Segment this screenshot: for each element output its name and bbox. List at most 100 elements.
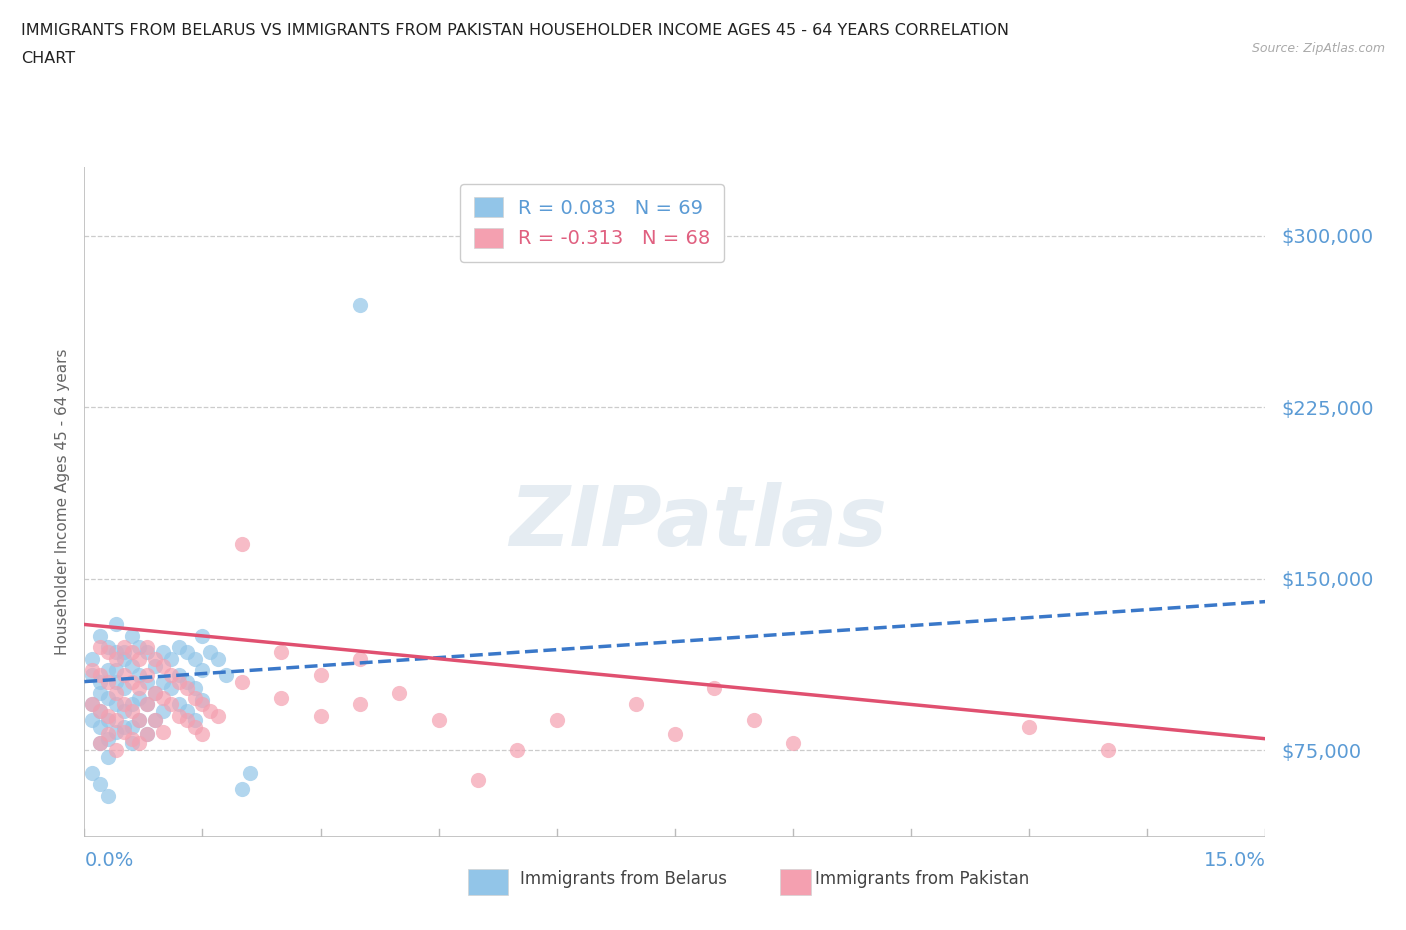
Point — [104, 663, 127, 678]
Point — [183, 713, 205, 728]
Point — [176, 644, 198, 659]
Point — [112, 720, 135, 735]
Point — [152, 674, 174, 689]
Point — [104, 743, 127, 758]
Point — [112, 651, 135, 666]
Point — [349, 297, 371, 312]
Point — [167, 640, 190, 655]
Point — [200, 644, 222, 659]
Point — [176, 713, 198, 728]
Point — [89, 720, 111, 735]
Point — [89, 704, 111, 719]
Point — [89, 640, 111, 655]
Point — [89, 629, 111, 644]
Point — [176, 681, 198, 696]
Point — [136, 726, 159, 741]
Point — [82, 697, 104, 711]
Text: 0.0%: 0.0% — [84, 851, 134, 870]
Point — [89, 674, 111, 689]
Point — [104, 685, 127, 700]
Point — [160, 668, 183, 683]
Point — [546, 713, 568, 728]
Point — [143, 651, 166, 666]
Point — [112, 640, 135, 655]
Point — [97, 674, 120, 689]
Point — [121, 736, 143, 751]
Point — [121, 704, 143, 719]
Point — [104, 644, 127, 659]
Point — [112, 724, 135, 739]
Point — [309, 709, 332, 724]
Point — [624, 697, 647, 711]
Point — [97, 640, 120, 655]
Point — [152, 658, 174, 673]
Text: Immigrants from Pakistan: Immigrants from Pakistan — [815, 870, 1029, 888]
Point — [152, 644, 174, 659]
Point — [89, 685, 111, 700]
Point — [128, 713, 150, 728]
Point — [104, 713, 127, 728]
Point — [176, 674, 198, 689]
Point — [89, 777, 111, 791]
Point — [183, 720, 205, 735]
Point — [104, 724, 127, 739]
Point — [191, 726, 214, 741]
Point — [703, 681, 725, 696]
Point — [121, 674, 143, 689]
Point — [506, 743, 529, 758]
Point — [89, 736, 111, 751]
Point — [427, 713, 450, 728]
Point — [121, 658, 143, 673]
Point — [664, 726, 686, 741]
Point — [82, 765, 104, 780]
Point — [128, 690, 150, 705]
Point — [742, 713, 765, 728]
Point — [349, 697, 371, 711]
Point — [200, 704, 222, 719]
Point — [191, 629, 214, 644]
Point — [128, 651, 150, 666]
Text: CHART: CHART — [21, 51, 75, 66]
Point — [136, 668, 159, 683]
Point — [121, 644, 143, 659]
Point — [104, 651, 127, 666]
Point — [270, 644, 292, 659]
Point — [207, 651, 229, 666]
Point — [82, 668, 104, 683]
Point — [97, 644, 120, 659]
Point — [89, 704, 111, 719]
Point — [231, 781, 253, 796]
Point — [104, 617, 127, 631]
Point — [176, 704, 198, 719]
Y-axis label: Householder Income Ages 45 - 64 years: Householder Income Ages 45 - 64 years — [55, 349, 70, 656]
Point — [309, 668, 332, 683]
Point — [97, 726, 120, 741]
Point — [167, 709, 190, 724]
Point — [128, 668, 150, 683]
Point — [112, 704, 135, 719]
Point — [152, 704, 174, 719]
Point — [167, 674, 190, 689]
Point — [467, 773, 489, 788]
Point — [128, 681, 150, 696]
Point — [231, 537, 253, 551]
Point — [121, 720, 143, 735]
Point — [152, 724, 174, 739]
Point — [104, 697, 127, 711]
Point — [1018, 720, 1040, 735]
Point — [82, 651, 104, 666]
Text: 15.0%: 15.0% — [1204, 851, 1265, 870]
Point — [207, 709, 229, 724]
Point — [136, 674, 159, 689]
Point — [136, 726, 159, 741]
Point — [136, 697, 159, 711]
Point — [388, 685, 411, 700]
Point — [112, 668, 135, 683]
Point — [183, 651, 205, 666]
Point — [136, 640, 159, 655]
Text: ZIPatlas: ZIPatlas — [509, 482, 887, 563]
Point — [97, 713, 120, 728]
Point — [97, 731, 120, 746]
Point — [1097, 743, 1119, 758]
Point — [97, 789, 120, 804]
